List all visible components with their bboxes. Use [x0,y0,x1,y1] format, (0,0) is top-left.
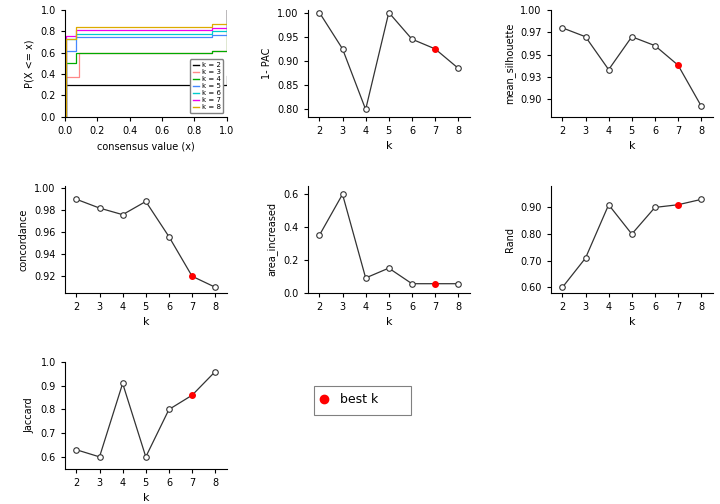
X-axis label: consensus value (x): consensus value (x) [97,141,194,151]
Y-axis label: Rand: Rand [505,227,515,252]
X-axis label: k: k [143,318,149,327]
X-axis label: k: k [385,141,392,151]
Text: best k: best k [340,393,379,406]
Y-axis label: 1- PAC: 1- PAC [261,48,271,79]
Y-axis label: concordance: concordance [19,208,29,271]
X-axis label: k: k [143,493,149,503]
Y-axis label: P(X <= x): P(X <= x) [25,39,35,88]
Y-axis label: Jaccard: Jaccard [25,398,35,433]
Y-axis label: mean_silhouette: mean_silhouette [504,23,515,104]
Y-axis label: area_increased: area_increased [267,203,278,276]
Legend: k = 2, k = 3, k = 4, k = 5, k = 6, k = 7, k = 8: k = 2, k = 3, k = 4, k = 5, k = 6, k = 7… [190,59,223,113]
X-axis label: k: k [629,141,635,151]
X-axis label: k: k [385,318,392,327]
X-axis label: k: k [629,318,635,327]
